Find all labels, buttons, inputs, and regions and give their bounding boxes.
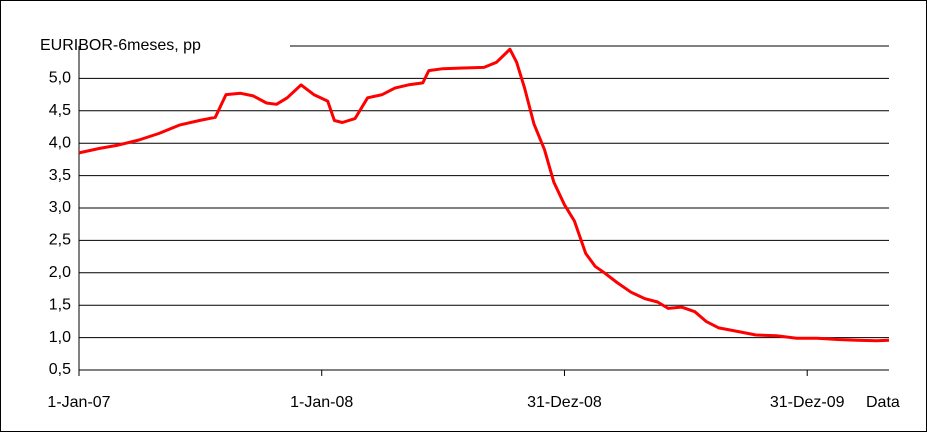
y-tick-label: 3,0: [49, 199, 71, 216]
y-tick-label: 1,5: [49, 296, 71, 313]
x-tick-label: 1-Jan-07: [47, 394, 110, 411]
y-tick-label: 2,0: [49, 264, 71, 281]
line-series: [78, 47, 890, 343]
y-tick-label: 5,0: [49, 70, 71, 87]
y-tick-label: 1,0: [49, 329, 71, 346]
x-tick-label: 31-Dez-08: [527, 394, 602, 411]
x-tick-label: 1-Jan-08: [290, 394, 353, 411]
y-axis-label: EURIBOR-6meses, pp: [40, 37, 201, 54]
y-tick-label: 3,5: [49, 167, 71, 184]
y-tick-label: 0,5: [49, 361, 71, 378]
y-tick-label: 2,5: [49, 232, 71, 249]
x-axis-label: Data: [866, 394, 900, 411]
y-tick-label: 4,5: [49, 102, 71, 119]
y-tick-label: 4,0: [49, 134, 71, 151]
x-tick-label: 31-Dez-09: [770, 394, 845, 411]
